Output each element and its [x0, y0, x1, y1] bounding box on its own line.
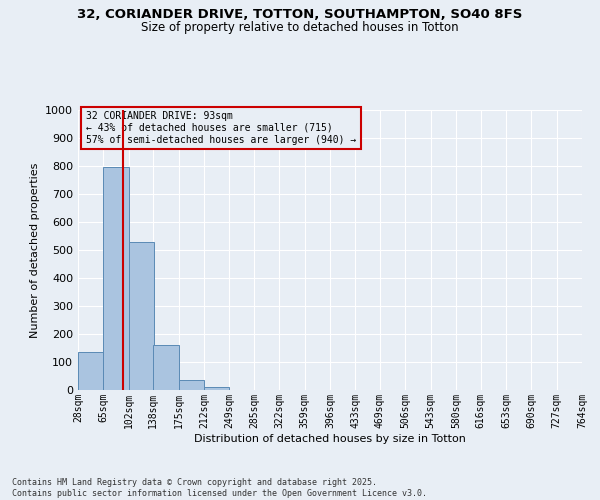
Text: 32 CORIANDER DRIVE: 93sqm
← 43% of detached houses are smaller (715)
57% of semi: 32 CORIANDER DRIVE: 93sqm ← 43% of detac… — [86, 112, 356, 144]
Bar — [128, 242, 154, 390]
Text: Size of property relative to detached houses in Totton: Size of property relative to detached ho… — [141, 21, 459, 34]
Y-axis label: Number of detached properties: Number of detached properties — [29, 162, 40, 338]
Bar — [103, 168, 128, 390]
Bar — [204, 386, 229, 390]
Text: Contains HM Land Registry data © Crown copyright and database right 2025.
Contai: Contains HM Land Registry data © Crown c… — [12, 478, 427, 498]
Text: 32, CORIANDER DRIVE, TOTTON, SOUTHAMPTON, SO40 8FS: 32, CORIANDER DRIVE, TOTTON, SOUTHAMPTON… — [77, 8, 523, 20]
Bar — [154, 344, 179, 390]
Bar — [78, 352, 103, 390]
Bar — [179, 380, 204, 390]
X-axis label: Distribution of detached houses by size in Totton: Distribution of detached houses by size … — [194, 434, 466, 444]
